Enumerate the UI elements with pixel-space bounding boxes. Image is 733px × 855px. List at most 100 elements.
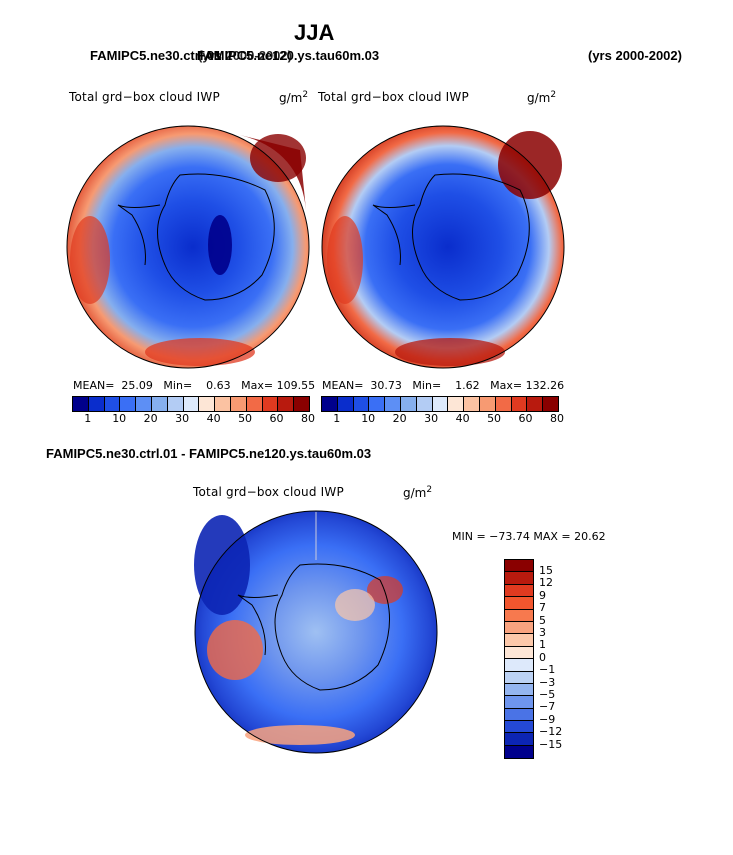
colorbar-swatch bbox=[167, 397, 184, 411]
colorbar-swatch bbox=[400, 397, 417, 411]
colorbar-swatch bbox=[543, 397, 558, 411]
colorbar-swatch bbox=[230, 397, 247, 411]
difference-colorbar-swatch bbox=[505, 659, 533, 672]
colorbar-swatch bbox=[73, 397, 89, 411]
colorbar-tick-label: 80 bbox=[550, 412, 564, 425]
colorbar-swatch bbox=[199, 397, 216, 411]
difference-colorbar-swatch bbox=[505, 696, 533, 709]
difference-colorbar bbox=[504, 559, 534, 760]
colorbar-tick-label: 80 bbox=[301, 412, 315, 425]
difference-colorbar-swatch bbox=[505, 584, 533, 598]
colorbar-tick-label: 50 bbox=[238, 412, 253, 425]
colorbar-swatch bbox=[183, 397, 200, 411]
right-map bbox=[321, 125, 565, 369]
difference-colorbar-swatch bbox=[505, 609, 533, 622]
difference-colorbar-swatch bbox=[505, 683, 533, 697]
page-title: JJA bbox=[294, 20, 335, 45]
right-panel-unit: g/m2 bbox=[527, 90, 557, 105]
left-map bbox=[66, 125, 310, 369]
difference-colorbar-label: 3 bbox=[539, 626, 546, 640]
difference-colorbar-label: −3 bbox=[539, 675, 556, 689]
colorbar-swatch bbox=[322, 397, 338, 411]
colorbar-tick-label: 1 bbox=[333, 412, 341, 425]
right-panel-label: Total grd−box cloud IWP bbox=[318, 90, 469, 104]
left-panel-label: Total grd−box cloud IWP bbox=[69, 90, 220, 104]
right-max: 132.26 bbox=[525, 379, 565, 392]
colorbar-swatch bbox=[337, 397, 354, 411]
colorbar-tick-label: 30 bbox=[175, 412, 190, 425]
difference-colorbar-label: −5 bbox=[539, 688, 556, 702]
difference-colorbar-label: −7 bbox=[539, 700, 556, 714]
colorbar-swatch bbox=[511, 397, 528, 411]
colorbar-swatch bbox=[294, 397, 309, 411]
right-min: 1.62 bbox=[455, 379, 480, 392]
difference-colorbar-label: 7 bbox=[539, 601, 546, 615]
difference-colorbar-swatch bbox=[505, 745, 533, 759]
colorbar-swatch bbox=[151, 397, 168, 411]
colorbar-tick-label: 50 bbox=[487, 412, 502, 425]
colorbar-swatch bbox=[432, 397, 449, 411]
difference-colorbar-swatch bbox=[505, 560, 533, 573]
left-panel-unit: g/m2 bbox=[279, 90, 309, 105]
right-years: (yrs 2000-2002) bbox=[588, 48, 682, 63]
colorbar-tick-label: 60 bbox=[269, 412, 284, 425]
colorbar-swatch bbox=[369, 397, 386, 411]
colorbar-swatch bbox=[262, 397, 279, 411]
left-case-name: FAMIPC5.ne30.ctrl.01 bbox=[90, 48, 222, 63]
colorbar-swatch bbox=[479, 397, 496, 411]
colorbar-tick-label: 10 bbox=[112, 412, 127, 425]
left-colorbar-ticks: 1 10 20 30 40 50 60 80 bbox=[72, 412, 315, 426]
colorbar-swatch bbox=[527, 397, 544, 411]
difference-colorbar-label: −15 bbox=[539, 737, 563, 751]
colorbar-swatch bbox=[495, 397, 512, 411]
difference-colorbar-swatch bbox=[505, 721, 533, 734]
colorbar-swatch bbox=[104, 397, 121, 411]
left-min: 0.63 bbox=[206, 379, 231, 392]
colorbar-tick-label: 10 bbox=[361, 412, 376, 425]
colorbar-tick-label: 20 bbox=[392, 412, 407, 425]
colorbar-swatch bbox=[278, 397, 295, 411]
colorbar-swatch bbox=[215, 397, 231, 411]
colorbar-swatch bbox=[464, 397, 480, 411]
left-max: 109.55 bbox=[276, 379, 316, 392]
colorbar-tick-label: 20 bbox=[143, 412, 158, 425]
colorbar-swatch bbox=[448, 397, 465, 411]
left-years: (yrs 2000-2002) bbox=[198, 48, 292, 63]
colorbar-tick-label: 40 bbox=[455, 412, 470, 425]
colorbar-tick-label: 30 bbox=[424, 412, 439, 425]
difference-colorbar-swatch bbox=[505, 572, 533, 585]
difference-colorbar-swatch bbox=[505, 597, 533, 610]
colorbar-swatch bbox=[416, 397, 433, 411]
right-mean: 30.73 bbox=[370, 379, 402, 392]
colorbar-tick-label: 1 bbox=[84, 412, 92, 425]
difference-label: Total grd−box cloud IWP bbox=[193, 485, 344, 499]
difference-map bbox=[194, 510, 438, 754]
difference-colorbar-label: 12 bbox=[539, 576, 553, 590]
difference-colorbar-label: 1 bbox=[539, 638, 546, 652]
difference-title: FAMIPC5.ne30.ctrl.01 - FAMIPC5.ne120.ys.… bbox=[46, 446, 372, 461]
difference-colorbar-label: 9 bbox=[539, 588, 546, 602]
colorbar-tick-label: 40 bbox=[206, 412, 221, 425]
difference-colorbar-label: 15 bbox=[539, 564, 553, 577]
colorbar-swatch bbox=[353, 397, 370, 411]
difference-colorbar-swatch bbox=[505, 671, 533, 684]
colorbar-tick-label: 60 bbox=[518, 412, 533, 425]
difference-colorbar-label: −12 bbox=[539, 725, 563, 739]
colorbar-swatch bbox=[136, 397, 152, 411]
difference-colorbar-swatch bbox=[505, 621, 533, 635]
right-colorbar-ticks: 1 10 20 30 40 50 60 80 bbox=[321, 412, 564, 426]
center-case-name: FAMIPC5.ne120.ys.tau60m.03 bbox=[197, 48, 380, 63]
difference-colorbar-swatch bbox=[505, 708, 533, 722]
left-mean: 25.09 bbox=[121, 379, 153, 392]
colorbar-swatch bbox=[385, 397, 401, 411]
right-panel-stats: MEAN= 30.73 Min= 1.62 Max= 132.26 bbox=[322, 379, 565, 392]
right-colorbar bbox=[321, 396, 559, 412]
difference-colorbar-label: 5 bbox=[539, 613, 546, 627]
colorbar-swatch bbox=[120, 397, 137, 411]
difference-unit: g/m2 bbox=[403, 485, 433, 500]
left-colorbar bbox=[72, 396, 310, 412]
difference-colorbar-label: −1 bbox=[539, 663, 556, 677]
difference-colorbar-swatch bbox=[505, 634, 533, 647]
colorbar-swatch bbox=[246, 397, 263, 411]
